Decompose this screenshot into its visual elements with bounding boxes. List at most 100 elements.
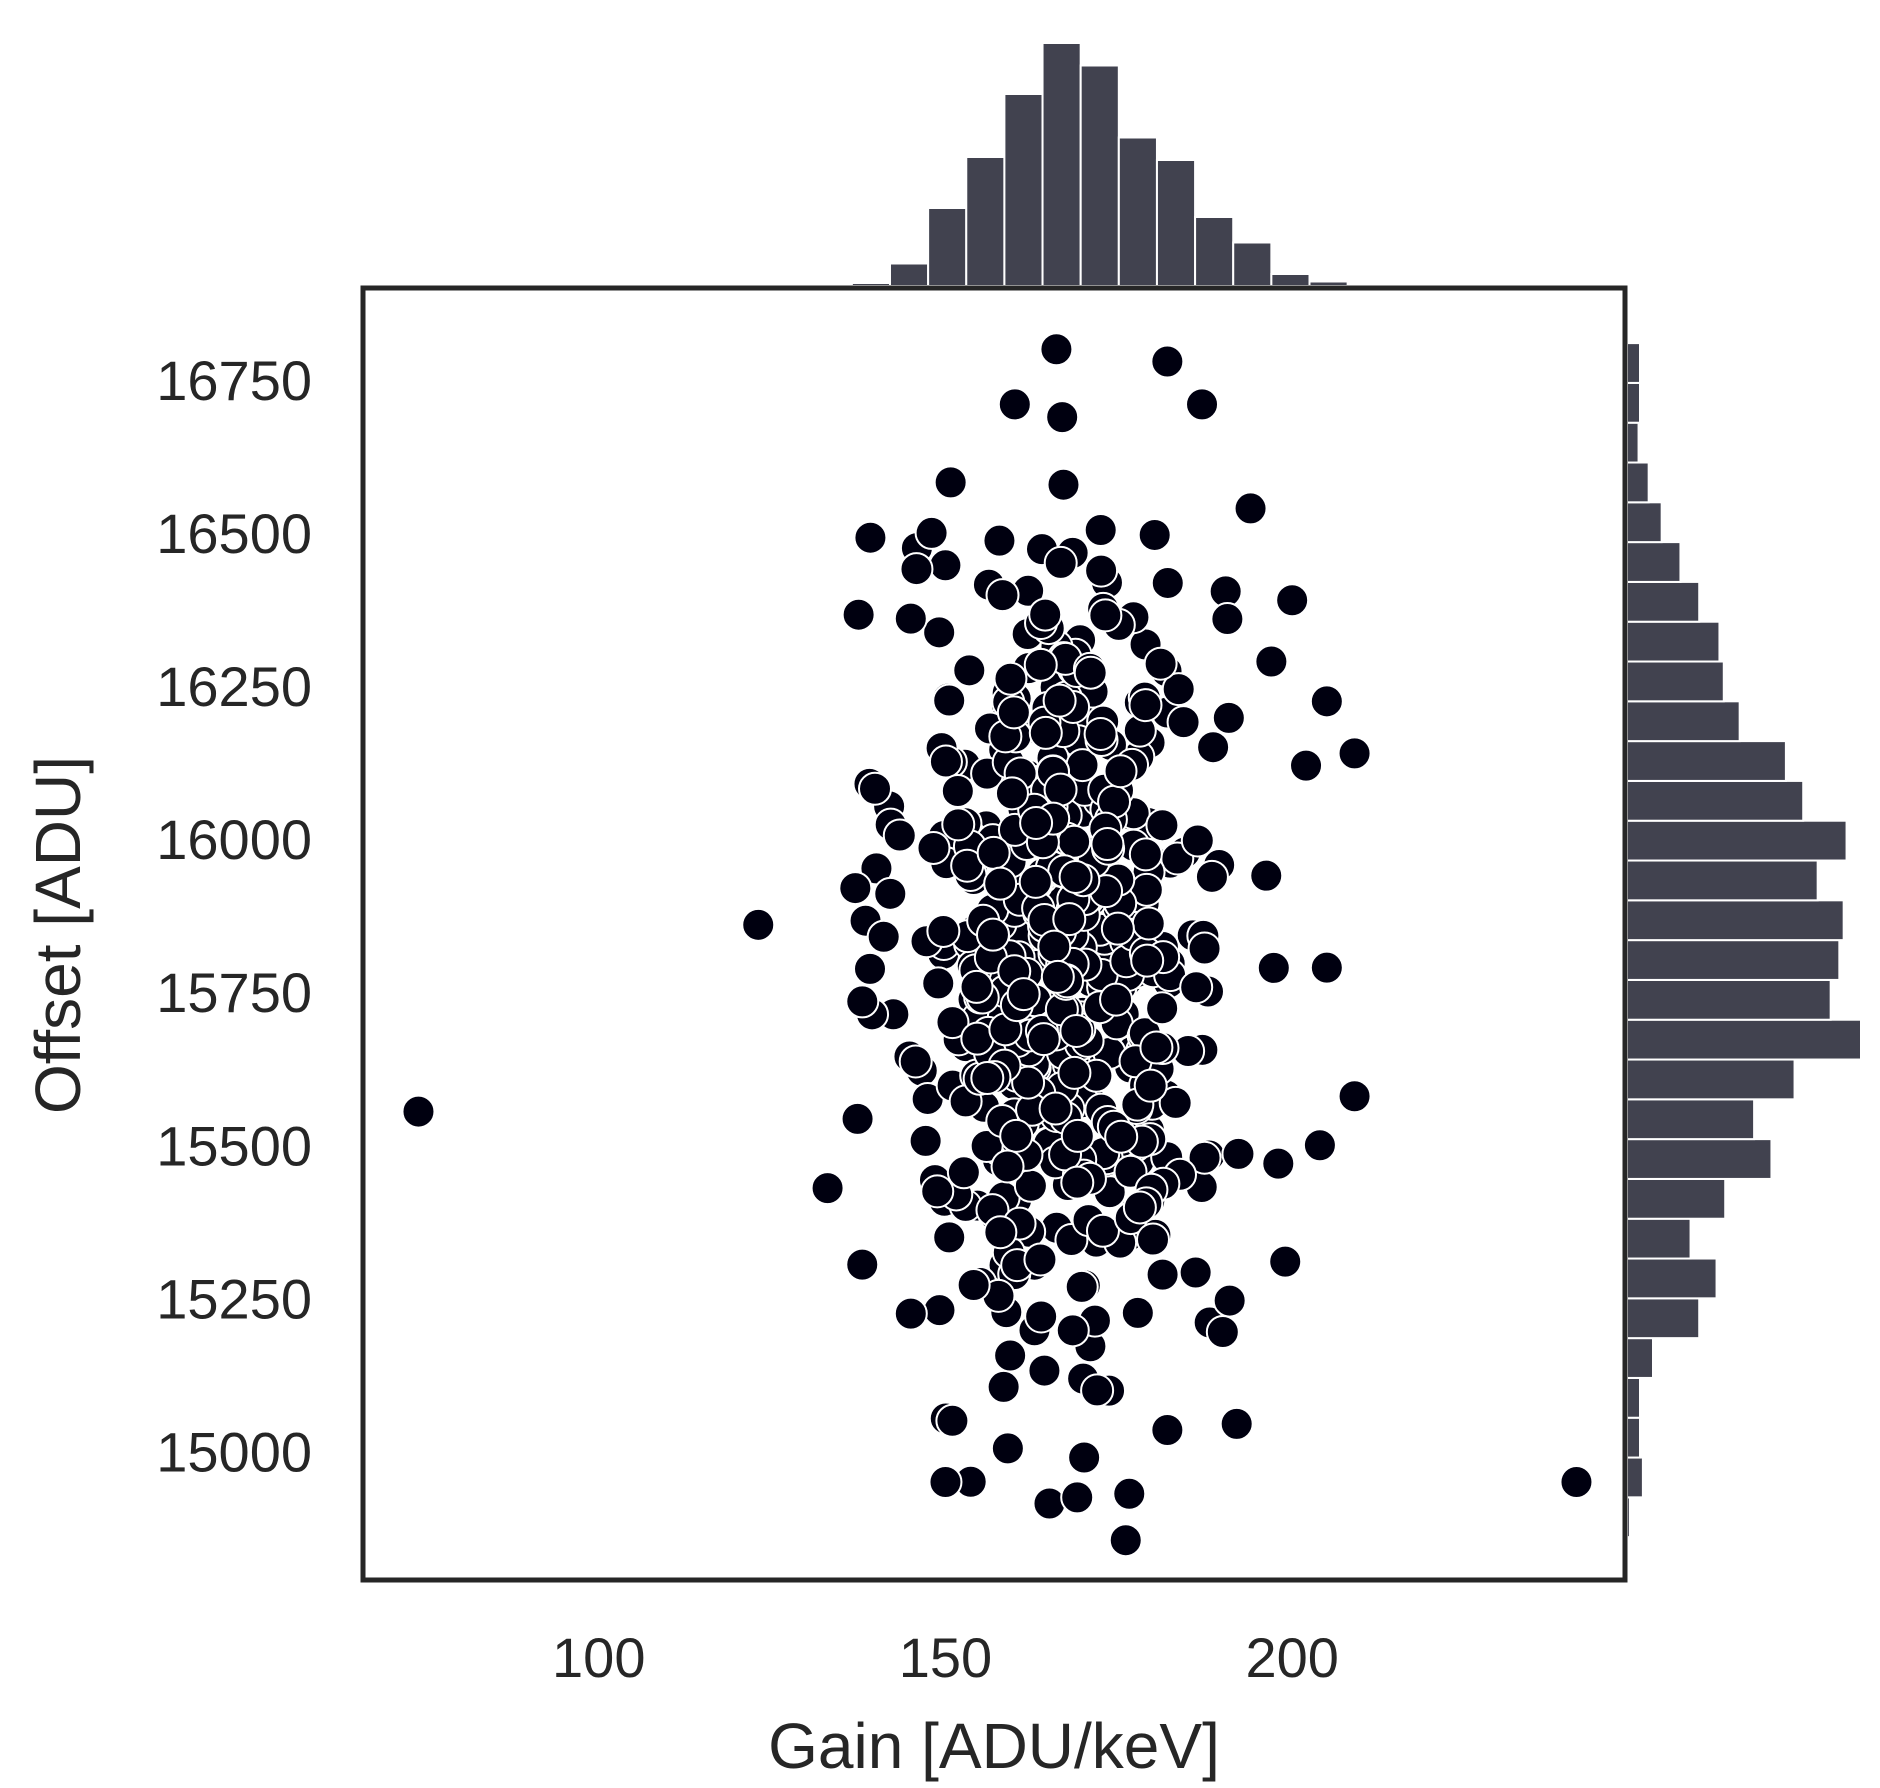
scatter-point [401, 1094, 436, 1129]
scatter-point [935, 1005, 970, 1040]
scatter-point [1211, 700, 1246, 735]
scatter-point [920, 1174, 955, 1209]
scatter-point [866, 919, 901, 954]
y-marginal-bar [1626, 779, 1805, 822]
scatter-point [845, 1247, 880, 1282]
scatter-point [1128, 688, 1163, 723]
scatter-point [1161, 672, 1196, 707]
scatter-point [1083, 716, 1118, 751]
scatter-point [914, 515, 949, 550]
y-marginal-bar [1626, 899, 1845, 942]
scatter-point [1137, 517, 1172, 552]
x-tick-label: 200 [1245, 1626, 1338, 1689]
y-marginal-bar [1626, 580, 1701, 623]
scatter-point [952, 653, 987, 688]
y-tick-label: 16250 [156, 655, 312, 718]
scatter-point [858, 771, 893, 806]
y-marginal-bar [1626, 859, 1819, 902]
scatter-point [990, 1431, 1025, 1466]
scatter-point [1221, 1136, 1256, 1171]
x-marginal-histogram [850, 42, 1349, 287]
x-marginal-bar [927, 207, 968, 287]
scatter-point [940, 773, 975, 808]
x-marginal-bar [1003, 93, 1044, 287]
scatter-point [1028, 597, 1063, 632]
scatter-point [1023, 647, 1058, 682]
y-tick-label: 16750 [156, 349, 312, 412]
scatter-point [1275, 583, 1310, 618]
scatter-point [1088, 598, 1123, 633]
y-marginal-bar [1626, 381, 1641, 424]
scatter-point [1067, 1440, 1102, 1475]
scatter-point [845, 984, 880, 1019]
scatter-point [1104, 1119, 1139, 1154]
scatter-point [1080, 1373, 1115, 1408]
scatter-point [1027, 1353, 1062, 1388]
scatter-point [1337, 1079, 1372, 1114]
scatter-point [1185, 387, 1220, 422]
scatter-point [1108, 1523, 1143, 1558]
scatter-point [975, 917, 1010, 952]
y-tick-labels: 15000 15250 15500 15750 16000 16250 16500 16750 [156, 349, 312, 1484]
scatter-point [1043, 545, 1078, 580]
scatter-point [1052, 902, 1087, 937]
scatter-point [1128, 837, 1163, 872]
scatter-point [1103, 754, 1138, 789]
scatter-point [1309, 684, 1344, 719]
scatter-point [928, 548, 963, 583]
scatter-point [1038, 1091, 1073, 1126]
scatter-point [1256, 950, 1291, 985]
scatter-point [993, 1338, 1028, 1373]
scatter-point [1261, 1146, 1296, 1181]
y-marginal-bar [1626, 501, 1663, 544]
scatter-point [810, 1171, 845, 1206]
y-marginal-bar [1626, 819, 1848, 862]
scatter-point [1026, 1022, 1061, 1057]
scatter-point [1145, 808, 1180, 843]
scatter-point [1212, 1283, 1247, 1318]
scatter-point [1064, 1269, 1099, 1304]
scatter-point [1032, 1486, 1067, 1521]
scatter-point [1180, 823, 1215, 858]
scatter-point [1133, 1068, 1168, 1103]
x-marginal-bar [1270, 273, 1311, 287]
scatter-point [933, 465, 968, 500]
scatter-point [1150, 344, 1185, 379]
scatter-point [1289, 748, 1324, 783]
scatter-point [970, 1061, 1005, 1096]
scatter-point [1040, 959, 1075, 994]
scatter-point [1135, 1222, 1170, 1257]
y-marginal-bar [1626, 700, 1741, 743]
y-marginal-bar [1626, 1018, 1862, 1061]
scatter-point [1178, 1255, 1213, 1290]
y-marginal-bar [1626, 1177, 1727, 1220]
scatter-point [932, 1220, 967, 1255]
scatter-point [882, 818, 917, 853]
scatter-point [1130, 943, 1165, 978]
y-marginal-bar [1626, 1098, 1756, 1141]
scatter-point [1043, 772, 1078, 807]
x-tick-label: 150 [899, 1626, 992, 1689]
scatter-point [983, 866, 1018, 901]
scatter-point [928, 744, 963, 779]
scatter-point [1219, 1406, 1254, 1441]
x-marginal-bar [1117, 136, 1158, 287]
scatter-point [1083, 512, 1118, 547]
scatter-point [1100, 911, 1135, 946]
scatter-point [1249, 858, 1284, 893]
x-tick-labels: 100 150 200 [552, 1626, 1339, 1689]
x-marginal-bar [1079, 64, 1120, 287]
scatter-point [1037, 929, 1072, 964]
x-marginal-bar [1232, 241, 1273, 287]
scatter-point [1194, 859, 1229, 894]
scatter-point [1120, 1295, 1155, 1330]
x-axis-title: Gain [ADU/keV] [768, 1710, 1220, 1782]
scatter-point [1187, 1140, 1222, 1175]
scatter-point [1055, 1313, 1090, 1348]
scatter-point [1060, 1165, 1095, 1200]
scatter-point [741, 907, 776, 942]
scatter-point [1187, 931, 1222, 966]
y-marginal-bar [1626, 541, 1682, 583]
scatter-point [976, 835, 1011, 870]
y-marginal-bar [1626, 461, 1650, 504]
